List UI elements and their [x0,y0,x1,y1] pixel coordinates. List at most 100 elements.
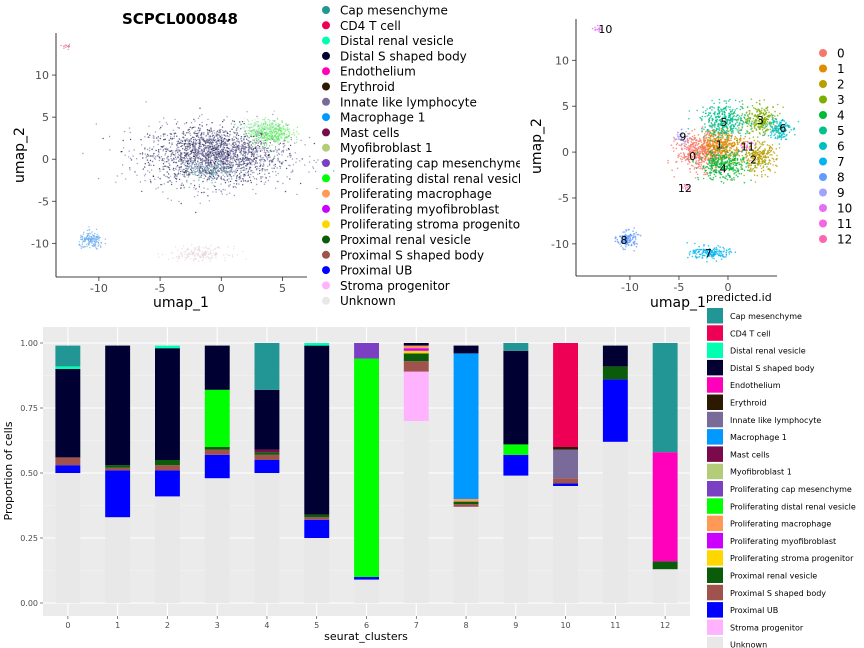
umap-point [730,137,732,140]
umap-point [207,151,209,153]
umap-point [761,176,763,178]
umap-point [129,138,132,141]
umap-point [190,141,192,143]
umap-point [90,241,92,243]
umap-point [202,256,205,258]
umap-point [241,121,244,123]
umap-point [161,158,164,160]
umap-point [202,255,204,257]
umap-point [260,127,263,129]
umap-point [228,147,231,149]
umap-point [94,244,96,247]
umap-point [255,165,257,167]
umap-point [217,163,220,165]
umap-point [707,144,710,147]
umap-point [236,145,239,147]
umap-point [222,152,225,154]
umap-point [253,153,255,156]
umap-point [759,143,761,145]
umap-point [195,187,197,190]
umap-point [274,135,276,137]
umap-point [308,161,311,163]
umap-point [211,258,213,260]
umap-point [222,174,224,176]
umap-point [65,46,67,49]
umap-point [710,134,713,136]
umap-point [282,150,284,152]
umap-point [725,155,728,157]
umap-point [199,107,201,109]
umap-point [165,165,167,167]
umap-point [203,191,205,193]
umap-point [216,130,218,133]
umap-point [175,168,177,171]
umap-point [195,165,197,167]
umap-point [253,171,255,174]
umap-point [215,134,217,137]
umap-point [278,139,281,141]
umap-point [94,239,96,241]
umap-point [217,170,220,172]
umap-point [140,139,142,141]
umap-point [677,154,679,157]
umap-point [187,155,189,157]
umap-point [187,247,189,250]
umap-point [695,148,697,150]
umap-point [208,129,210,132]
umap-point [152,137,154,139]
umap-point [726,149,728,152]
umap-point [304,144,306,146]
umap-point [675,147,678,150]
umap-point [277,157,279,160]
umap-point [185,155,187,157]
umap-point [132,155,134,157]
y-tick-label: 5 [42,111,49,124]
x-tick-label: 0 [218,282,225,295]
umap-point [252,128,254,130]
umap-point [148,125,150,127]
umap-point [208,149,210,151]
umap-point [210,244,212,247]
umap-point [183,171,185,173]
legend-swatch [322,204,330,213]
umap-point [254,146,256,148]
umap-point [285,129,287,132]
umap-point [764,163,766,166]
umap-point [177,173,179,176]
umap-point [163,158,165,160]
umap-point [158,156,161,158]
umap-point [122,147,125,149]
umap-point [705,152,708,154]
umap-point [218,129,221,131]
umap-point [295,136,298,138]
umap-point [170,133,173,135]
umap-point [265,142,267,144]
umap-point [710,162,713,164]
umap-point [769,162,772,165]
umap-point [230,163,232,166]
umap-point [195,151,197,153]
umap-point [144,136,146,138]
umap-point [144,173,147,175]
umap-point [219,161,222,163]
umap-point [246,135,248,137]
umap-point [189,153,191,155]
umap-point [197,163,200,165]
umap-point [260,128,262,130]
umap-point [164,147,166,150]
umap-point [219,164,222,167]
umap-point [188,172,191,174]
umap-point [312,167,315,169]
umap-point [730,142,733,145]
umap-point [250,161,253,163]
umap-point [185,139,187,141]
umap-point [144,166,146,168]
umap-point [238,173,241,175]
umap-point [266,139,268,142]
umap-point [763,99,765,101]
umap-point [88,240,90,242]
umap-predicted-ylabel: umap_2 [12,127,28,183]
umap-point [252,155,255,157]
umap-point [211,135,214,138]
umap-point [235,161,237,164]
